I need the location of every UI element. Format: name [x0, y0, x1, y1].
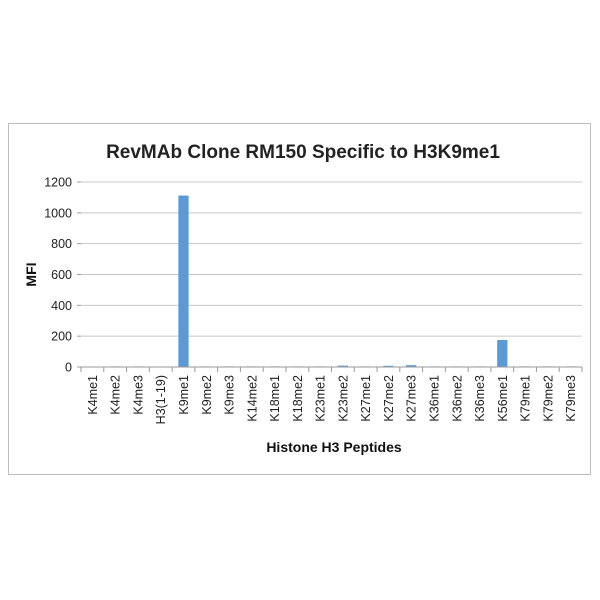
bars [87, 195, 576, 368]
x-tick-label: K9me3 [223, 375, 237, 415]
x-tick-label: K14me2 [245, 375, 259, 422]
chart-title: RevMAb Clone RM150 Specific to H3K9me1 [106, 142, 500, 163]
y-tick-label: 800 [51, 237, 72, 251]
y-tick-label: 600 [51, 268, 72, 282]
x-tick-label: K27me3 [405, 375, 419, 422]
x-tick-label: K23me1 [314, 375, 328, 422]
x-tick-label: K18me1 [268, 375, 282, 422]
y-axis-ticks: 0 200 400 600 800 1000 1200 [44, 176, 81, 375]
x-tick-label: H3(1-19) [154, 375, 168, 424]
bar [337, 365, 349, 367]
y-tick-label: 400 [51, 299, 72, 313]
y-tick-label: 1000 [44, 206, 72, 220]
x-tick-label: K79me3 [564, 375, 578, 422]
x-tick-label: K9me1 [177, 375, 191, 415]
bar [383, 365, 394, 367]
x-tick-label: K23me2 [336, 375, 350, 422]
x-tick-label: K4me2 [109, 375, 123, 415]
gridlines [81, 181, 582, 337]
x-tick-label: K79me1 [519, 375, 533, 422]
x-axis-ticks: K4me1 K4me2 K4me3 H3(1-19) K9me1 K9me2 K9me3 K1… [86, 375, 578, 424]
y-tick-label: 1200 [44, 176, 72, 190]
bar-chart: RevMAb Clone RM150 Specific to H3K9me1 0… [23, 142, 583, 455]
x-tick-label: K79me2 [541, 375, 555, 422]
bar [406, 365, 417, 367]
x-tick-label: K9me2 [200, 375, 214, 415]
y-axis-title: MFI [23, 262, 39, 286]
x-tick-label: K4me3 [131, 375, 145, 415]
x-tick-label: K27me1 [359, 375, 373, 422]
x-tick-label: K18me2 [291, 375, 305, 422]
x-tick-label: K56me1 [496, 375, 510, 422]
x-tick-label: K27me2 [382, 375, 396, 422]
x-axis-title: Histone H3 Peptides [266, 439, 402, 455]
x-tick-label: K36me2 [450, 375, 464, 422]
x-tick-label: K4me1 [86, 375, 100, 415]
chart-frame: RevMAb Clone RM150 Specific to H3K9me1 0… [8, 123, 591, 475]
x-tick-label: K36me3 [473, 375, 487, 422]
x-tick-label: K36me1 [427, 375, 441, 422]
bar [178, 195, 189, 367]
bar [497, 340, 508, 367]
y-tick-label: 0 [65, 361, 72, 375]
y-tick-label: 200 [51, 330, 72, 344]
axes [80, 366, 583, 372]
